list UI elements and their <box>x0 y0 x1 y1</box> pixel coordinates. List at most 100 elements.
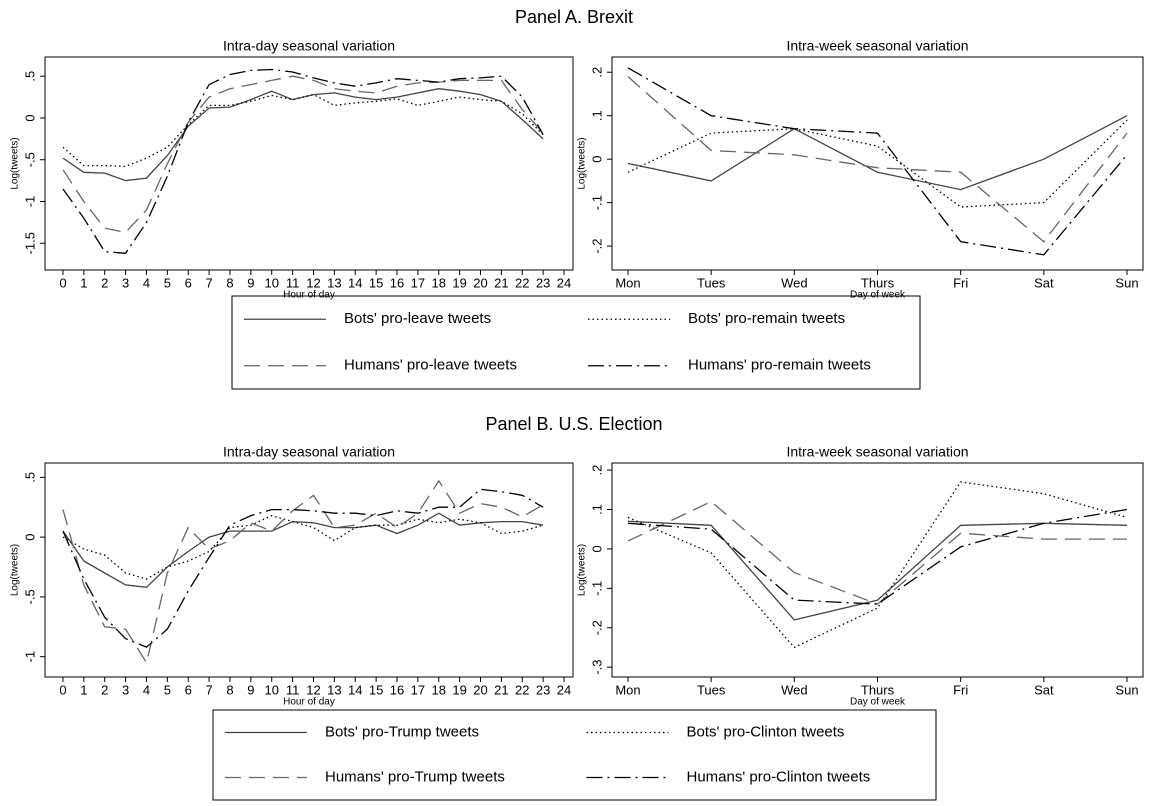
legend-box <box>212 709 937 801</box>
y-tick-label: -1 <box>22 651 37 663</box>
x-tick-label: 11 <box>286 275 300 290</box>
x-tick-label: 14 <box>348 682 362 697</box>
legend-label: Humans' pro-Trump tweets <box>325 768 505 785</box>
series-line <box>62 75 544 234</box>
plot-frame <box>611 462 1144 678</box>
y-tick-label: -.1 <box>589 195 604 210</box>
x-tick-label: Thurs <box>861 275 895 290</box>
series-line <box>627 67 1128 256</box>
series-line <box>62 512 544 588</box>
series-line <box>627 508 1128 605</box>
x-tick-label: 1 <box>80 682 87 697</box>
y-tick-label: -.2 <box>589 620 604 635</box>
x-axis-label: Day of week <box>850 290 906 301</box>
legend-label: Bots' pro-Clinton tweets <box>687 723 845 740</box>
series-line <box>627 500 1127 605</box>
x-tick-label: 24 <box>557 275 571 290</box>
x-tick-label: 6 <box>185 275 192 290</box>
x-tick-label: 5 <box>164 275 171 290</box>
x-tick-label: 7 <box>205 682 212 697</box>
series-line <box>627 76 1128 243</box>
x-tick-label: 21 <box>494 682 508 697</box>
x-tick-label: 17 <box>411 682 425 697</box>
x-tick-label: 1 <box>80 275 87 290</box>
x-tick-label: 13 <box>327 275 341 290</box>
plot-frame <box>44 56 574 271</box>
x-tick-label: 8 <box>226 275 233 290</box>
plot-title: Intra-day seasonal variation <box>223 444 395 460</box>
x-tick-label: Sun <box>1115 682 1138 697</box>
x-tick-label: 3 <box>122 275 129 290</box>
y-axis-label: Log(tweets) <box>10 137 21 189</box>
x-tick-label: 8 <box>226 682 233 697</box>
y-tick-label: .2 <box>589 67 604 78</box>
series-line <box>627 119 1128 208</box>
legend-label: Bots' pro-leave tweets <box>344 310 491 327</box>
series-line <box>627 520 1128 621</box>
x-tick-label: Wed <box>781 275 808 290</box>
x-tick-label: 22 <box>515 275 529 290</box>
y-tick-label: 0 <box>22 114 37 121</box>
y-tick-label: -1.5 <box>22 232 37 254</box>
x-axis-label: Hour of day <box>283 290 335 301</box>
x-tick-label: 13 <box>327 682 341 697</box>
x-tick-label: 6 <box>185 682 192 697</box>
x-tick-label: 12 <box>306 682 320 697</box>
x-axis-label: Day of week <box>850 697 906 708</box>
x-tick-label: 9 <box>247 682 254 697</box>
x-tick-label: Sat <box>1034 682 1054 697</box>
plot-frame <box>44 462 574 678</box>
x-tick-label: 5 <box>164 682 171 697</box>
series-line <box>62 514 544 580</box>
x-tick-label: 19 <box>452 682 466 697</box>
x-tick-label: Wed <box>781 682 808 697</box>
x-tick-label: 16 <box>390 275 404 290</box>
plot-frame <box>611 56 1144 271</box>
legend-label: Bots' pro-Trump tweets <box>325 723 479 740</box>
series-line <box>627 481 1128 649</box>
legend-label: Humans' pro-Clinton tweets <box>687 768 871 785</box>
x-tick-label: 4 <box>143 682 150 697</box>
x-tick-label: Mon <box>615 275 640 290</box>
x-tick-label: 18 <box>432 275 446 290</box>
y-tick-label: -1 <box>22 196 37 208</box>
x-tick-label: 3 <box>122 682 129 697</box>
x-tick-label: 22 <box>515 682 529 697</box>
x-tick-label: 16 <box>390 682 404 697</box>
x-tick-label: Sun <box>1115 275 1138 290</box>
y-tick-label: .5 <box>22 71 37 82</box>
y-tick-label: 0 <box>589 545 604 552</box>
y-axis-label: Log(tweets) <box>10 544 21 596</box>
x-tick-label: 15 <box>369 275 383 290</box>
x-tick-label: 11 <box>286 682 300 697</box>
y-axis-label: Log(tweets) <box>577 544 588 596</box>
y-tick-label: .2 <box>589 465 604 476</box>
y-tick-label: -.5 <box>22 152 37 167</box>
x-tick-label: 0 <box>59 275 66 290</box>
series-line <box>627 115 1128 191</box>
plot-title: Intra-week seasonal variation <box>786 38 968 54</box>
x-tick-label: 14 <box>348 275 362 290</box>
x-tick-label: 10 <box>264 682 278 697</box>
x-tick-label: 9 <box>247 275 254 290</box>
y-axis-label: Log(tweets) <box>577 137 588 189</box>
x-tick-label: Sat <box>1034 275 1054 290</box>
y-tick-label: .5 <box>22 472 37 483</box>
series-line <box>62 488 544 648</box>
legend-box <box>231 295 921 390</box>
plot-title: Intra-day seasonal variation <box>223 38 395 54</box>
x-tick-label: 12 <box>306 275 320 290</box>
x-tick-label: Tues <box>697 682 726 697</box>
x-tick-label: 15 <box>369 682 383 697</box>
y-tick-label: 0 <box>589 156 604 163</box>
y-tick-label: -.2 <box>589 239 604 254</box>
x-tick-label: Fri <box>953 682 968 697</box>
panel-title: Panel B. U.S. Election <box>485 414 662 434</box>
x-axis-label: Hour of day <box>283 697 335 708</box>
series-line <box>62 93 544 168</box>
y-tick-label: -.3 <box>589 660 604 675</box>
plot-title: Intra-week seasonal variation <box>786 444 968 460</box>
x-tick-label: 10 <box>264 275 278 290</box>
series-line <box>62 88 544 182</box>
